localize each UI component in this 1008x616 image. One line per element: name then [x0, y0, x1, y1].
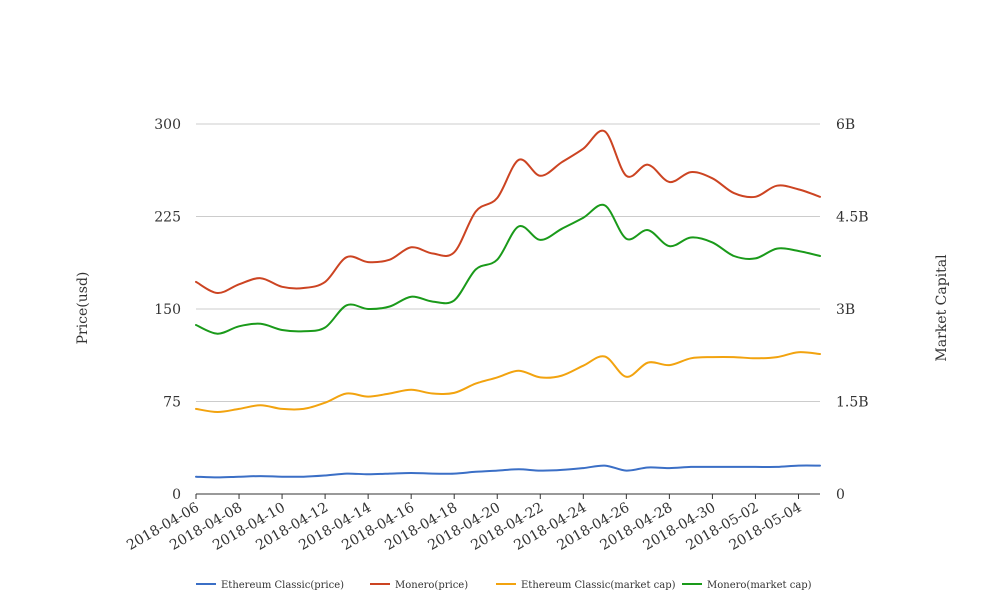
legend-label: Ethereum Classic(market cap)	[521, 580, 676, 591]
y-axis-title-right: Market Capital	[934, 254, 950, 362]
y-tick-label-left: 300	[154, 117, 181, 133]
legend-item[interactable]: Ethereum Classic(price)	[196, 580, 344, 591]
y-tick-label-right: 3B	[836, 302, 855, 318]
y-axis-right: 0 1.5B 3B 4.5B 6B	[836, 117, 869, 503]
legend-label: Monero(price)	[395, 580, 468, 591]
series-lines	[195, 129, 821, 479]
grid-lines	[196, 123, 820, 402]
legend-label: Ethereum Classic(price)	[221, 580, 344, 591]
y-tick-label-right: 1.5B	[836, 395, 869, 411]
series-line-1	[195, 129, 821, 294]
y-tick-label-left: 0	[172, 487, 181, 503]
y-axis-title-left: Price(usd)	[75, 272, 91, 345]
series-line-0	[195, 464, 821, 479]
legend-item[interactable]: Monero(price)	[370, 580, 468, 591]
y-tick-label-right: 0	[836, 487, 845, 503]
legend-item[interactable]: Ethereum Classic(market cap)	[496, 580, 676, 591]
y-tick-label-left: 225	[154, 210, 181, 226]
y-axis-left: 0 75 150 225 300	[154, 117, 181, 503]
y-tick-label-right: 6B	[836, 117, 855, 133]
series-line-3	[195, 203, 821, 335]
series-line-2	[195, 351, 821, 413]
legend: Ethereum Classic(price) Monero(price) Ethe…	[196, 580, 812, 591]
x-axis: 2018-04-062018-04-082018-04-102018-04-12…	[124, 493, 820, 554]
y-tick-label-right: 4.5B	[836, 210, 869, 226]
y-tick-label-left: 150	[154, 302, 181, 318]
legend-label: Monero(market cap)	[707, 580, 812, 591]
y-tick-label-left: 75	[163, 395, 181, 411]
legend-item[interactable]: Monero(market cap)	[682, 580, 812, 591]
